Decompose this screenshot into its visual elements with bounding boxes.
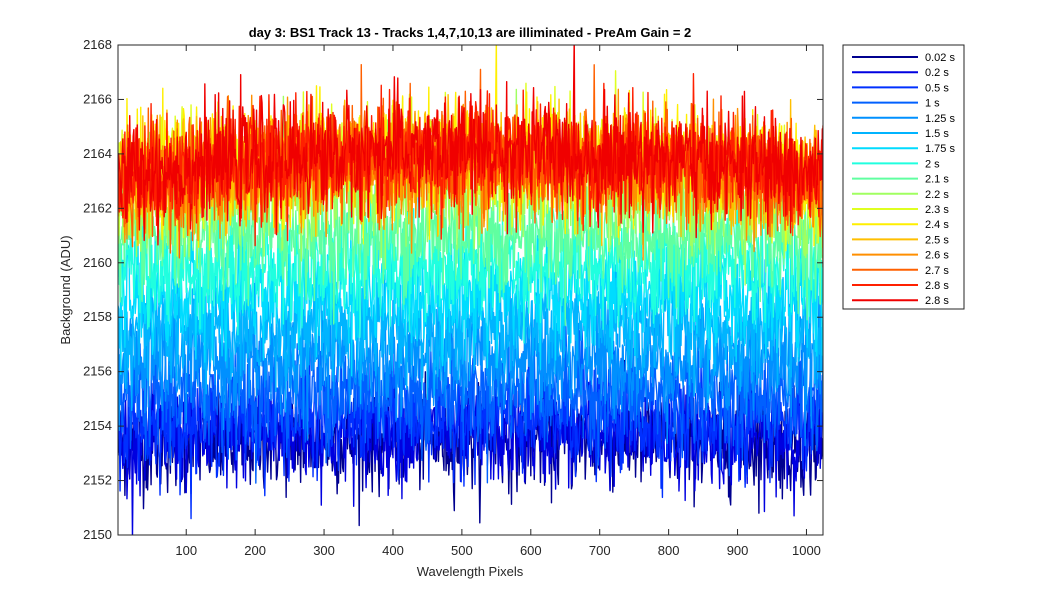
legend-label: 2.5 s [925, 234, 949, 246]
legend-label: 2.3 s [925, 204, 949, 216]
y-axis: 2150 2152 2154 2156 2158 2160 2162 2164 2166 2168 [83, 37, 823, 542]
series-line-17 [118, 45, 823, 246]
x-tick-label: 300 [313, 543, 335, 558]
legend-label: 2.8 s [925, 280, 949, 292]
series-line-8 [118, 182, 823, 344]
y-tick-label: 2168 [83, 37, 112, 52]
x-tick-label: 500 [451, 543, 473, 558]
series-line-9 [118, 155, 823, 326]
legend-label: 1 s [925, 98, 940, 110]
y-axis-label: Background (ADU) [58, 235, 73, 344]
y-tick-label: 2158 [83, 309, 112, 324]
plot-frame [117, 44, 824, 536]
y-tick-label: 2152 [83, 473, 112, 488]
y-tick-label: 2160 [83, 255, 112, 270]
y-tick-label: 2154 [83, 418, 112, 433]
legend-label: 0.02 s [925, 52, 955, 64]
legend-label: 2.4 s [925, 219, 949, 231]
series-lines [118, 45, 823, 535]
legend-label: 1.5 s [925, 128, 949, 140]
chart-title: day 3: BS1 Track 13 - Tracks 1,4,7,10,13… [249, 25, 692, 40]
y-tick-label: 2162 [83, 200, 112, 215]
legend-label: 2.7 s [925, 265, 949, 277]
legend-label: 0.5 s [925, 82, 949, 94]
y-tick-label: 2166 [83, 91, 112, 106]
x-axis: 100 200 300 400 500 600 700 800 900 1000 [175, 45, 821, 558]
legend-box [842, 44, 965, 310]
x-tick-label: 200 [244, 543, 266, 558]
x-tick-label: 600 [520, 543, 542, 558]
x-tick-label: 1000 [792, 543, 821, 558]
y-tick-label: 2150 [83, 527, 112, 542]
x-tick-label: 900 [727, 543, 749, 558]
y-tick-label: 2156 [83, 364, 112, 379]
x-tick-label: 800 [658, 543, 680, 558]
legend-label: 2.2 s [925, 189, 949, 201]
x-tick-label: 400 [382, 543, 404, 558]
x-tick-label: 700 [589, 543, 611, 558]
legend-label: 2.1 s [925, 174, 949, 186]
legend-label: 0.2 s [925, 67, 949, 79]
legend-label: 2.6 s [925, 250, 949, 262]
x-tick-label: 100 [175, 543, 197, 558]
series-line-6 [118, 234, 823, 413]
x-axis-label: Wavelength Pixels [417, 564, 524, 579]
legend-label: 2 s [925, 158, 940, 170]
legend-label: 1.25 s [925, 113, 955, 125]
legend: 0.02 s 0.2 s 0.5 s 1 s 1.25 s 1.5 s 1.75 s 2 s 2… [842, 44, 965, 310]
legend-label: 1.75 s [925, 143, 955, 155]
legend-label: 2.8 s [925, 295, 949, 307]
y-tick-label: 2164 [83, 146, 112, 161]
